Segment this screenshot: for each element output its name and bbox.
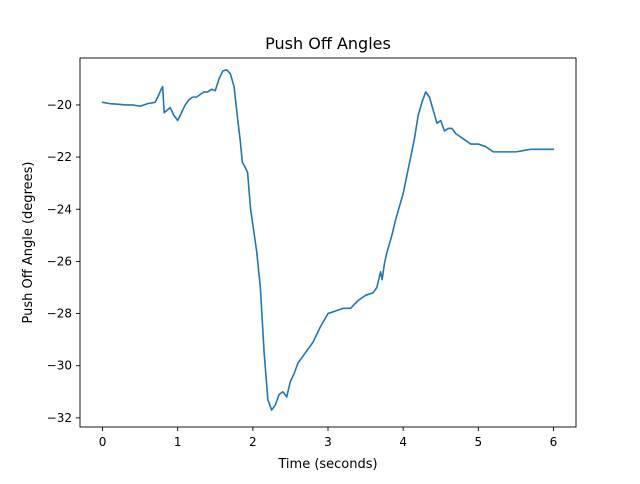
x-tick-label: 3 xyxy=(324,435,332,449)
series-line xyxy=(101,68,555,411)
y-tick-label: −22 xyxy=(47,150,72,164)
x-tick-label: 5 xyxy=(474,435,482,449)
x-tick-label: 2 xyxy=(249,435,257,449)
x-tick-label: 6 xyxy=(550,435,558,449)
y-axis-label: Push Off Angle (degrees) xyxy=(21,162,36,324)
x-tick-label: 1 xyxy=(174,435,182,449)
y-tick-label: −20 xyxy=(47,98,72,112)
x-axis-label: Time (seconds) xyxy=(277,457,377,472)
y-tick-label: −26 xyxy=(47,254,72,268)
plot-area xyxy=(80,58,576,427)
y-tick-label: −24 xyxy=(47,202,72,216)
x-tick-label: 0 xyxy=(99,435,107,449)
plot-frame xyxy=(79,57,577,428)
x-tick-label: 4 xyxy=(399,435,407,449)
chart-title: Push Off Angles xyxy=(265,34,391,53)
y-axis-ticks: −32 −30 −28 −26 −24 −22 −20 xyxy=(47,98,80,425)
x-axis-ticks: 0 1 2 3 4 5 6 xyxy=(99,427,558,449)
y-tick-label: −30 xyxy=(47,359,72,373)
y-tick-label: −32 xyxy=(47,411,72,425)
y-tick-label: −28 xyxy=(47,307,72,321)
